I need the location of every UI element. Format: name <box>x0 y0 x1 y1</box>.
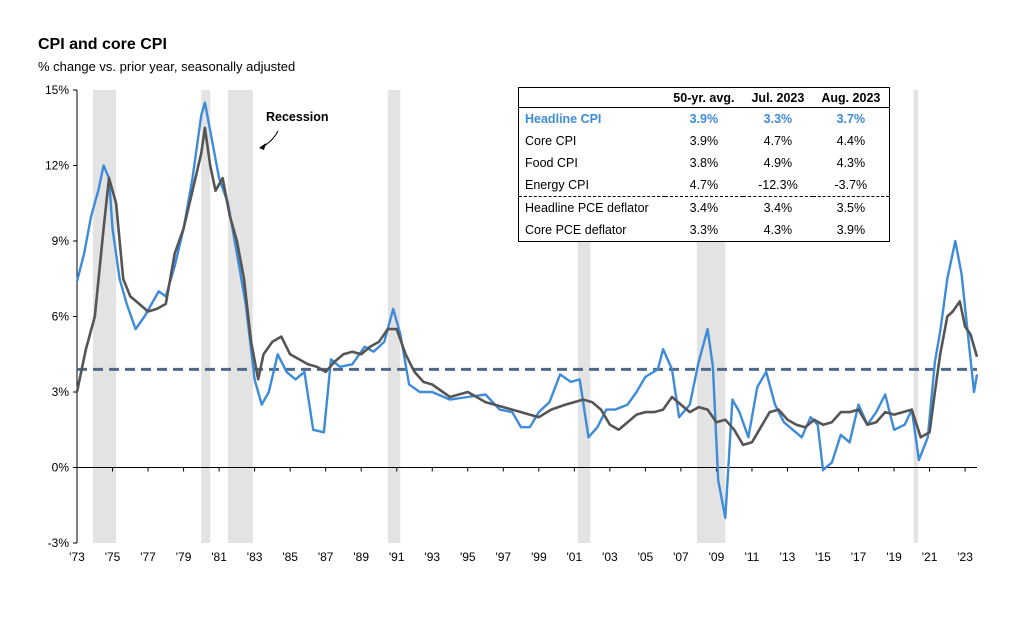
row-jul: 4.3% <box>763 223 793 237</box>
x-tick-label: '19 <box>886 550 902 564</box>
chart-subtitle: % change vs. prior year, seasonally adju… <box>38 59 296 74</box>
x-tick-label: '09 <box>709 550 725 564</box>
table-header-row: 50-yr. avg. Jul. 2023 Aug. 2023 <box>518 87 890 108</box>
row-label: Headline PCE deflator <box>518 196 665 219</box>
x-tick-label: '87 <box>318 550 334 564</box>
x-tick-label: '11 <box>745 550 760 564</box>
table-row: Core PCE deflator 3.3% 4.3% 3.9% <box>519 219 890 242</box>
x-tick-label: '03 <box>602 550 618 564</box>
row-aug: 3.7% <box>836 112 866 126</box>
y-tick-label: 3% <box>52 385 70 399</box>
recession-annotation: Recession <box>266 110 329 124</box>
table-header-cell <box>518 87 665 108</box>
row-aug: 4.4% <box>836 134 866 148</box>
recession-band <box>92 90 117 543</box>
row-aug: 3.5% <box>812 196 890 219</box>
table-row: Headline PCE deflator 3.4% 3.4% 3.5% <box>518 196 890 219</box>
x-tick-label: '01 <box>567 550 583 564</box>
y-tick-label: -3% <box>48 536 70 550</box>
annotation-layer <box>259 130 279 150</box>
row-aug: 4.3% <box>836 156 866 170</box>
x-tick-label: '93 <box>424 550 440 564</box>
row-jul: 3.4% <box>743 196 813 219</box>
x-tick-label: '97 <box>495 550 511 564</box>
row-jul: 4.9% <box>763 156 793 170</box>
row-label: Headline CPI <box>525 112 602 126</box>
x-tick-label: '79 <box>176 550 192 564</box>
table-row: Core CPI 3.9% 4.7% 4.4% <box>519 130 890 152</box>
row-aug: 3.9% <box>836 223 866 237</box>
recession-band <box>387 90 401 543</box>
x-tick-label: '75 <box>105 550 121 564</box>
x-tick-label: '21 <box>922 550 938 564</box>
chart-title: CPI and core CPI <box>38 36 167 53</box>
core-cpi-line <box>75 126 979 447</box>
x-tick-label: '89 <box>353 550 369 564</box>
y-tick-label: 15% <box>45 83 69 97</box>
row-jul: 4.7% <box>763 134 793 148</box>
table-header-cell: Aug. 2023 <box>812 87 890 108</box>
x-tick-label: '77 <box>140 550 156 564</box>
series-lines <box>75 101 979 519</box>
y-tick-label: 12% <box>45 159 69 173</box>
row-avg: 3.4% <box>664 196 744 219</box>
headline-cpi-line <box>75 101 979 519</box>
row-aug: -3.7% <box>834 178 868 192</box>
recession-band <box>913 90 919 543</box>
x-tick-label: '99 <box>531 550 547 564</box>
x-tick-label: '05 <box>638 550 654 564</box>
recession-band <box>201 90 211 543</box>
row-jul: -12.3% <box>758 178 798 192</box>
x-tick-label: '07 <box>673 550 689 564</box>
x-tick-label: '17 <box>851 550 867 564</box>
table-header-cell: 50-yr. avg. <box>664 87 744 108</box>
row-avg: 3.8% <box>689 156 719 170</box>
table-row: Food CPI 3.8% 4.9% 4.3% <box>519 152 890 174</box>
row-label: Energy CPI <box>525 178 589 192</box>
table-row: Headline CPI 3.9% 3.3% 3.7% <box>519 108 890 131</box>
x-tick-label: '23 <box>957 550 973 564</box>
y-tick-label: 6% <box>52 310 70 324</box>
row-label: Core CPI <box>525 134 577 148</box>
axes: -3% 0% 3% 6% 9% 12% 15% '73 '75 '77 '79 '81 '83 '85 '8… <box>45 83 977 564</box>
row-avg: 4.7% <box>689 178 719 192</box>
x-tick-label: '85 <box>282 550 298 564</box>
y-tick-label: 9% <box>52 234 70 248</box>
row-label: Core PCE deflator <box>525 223 627 237</box>
row-avg: 3.3% <box>689 223 719 237</box>
row-label: Food CPI <box>525 156 578 170</box>
x-tick-label: '95 <box>460 550 476 564</box>
row-jul: 3.3% <box>763 112 793 126</box>
x-tick-label: '73 <box>69 550 85 564</box>
recession-arrowhead <box>259 143 266 150</box>
inflation-summary-table: 50-yr. avg. Jul. 2023 Aug. 2023 Headline… <box>518 87 890 242</box>
table-row: Energy CPI 4.7% -12.3% -3.7% <box>519 174 890 197</box>
x-tick-label: '13 <box>780 550 796 564</box>
row-avg: 3.9% <box>689 112 719 126</box>
x-tick-label: '91 <box>389 550 405 564</box>
x-tick-label: '83 <box>247 550 263 564</box>
x-tick-label: '81 <box>211 550 227 564</box>
row-avg: 3.9% <box>689 134 719 148</box>
table-header-cell: Jul. 2023 <box>743 87 813 108</box>
y-tick-label: 0% <box>52 461 70 475</box>
x-tick-label: '15 <box>815 550 831 564</box>
